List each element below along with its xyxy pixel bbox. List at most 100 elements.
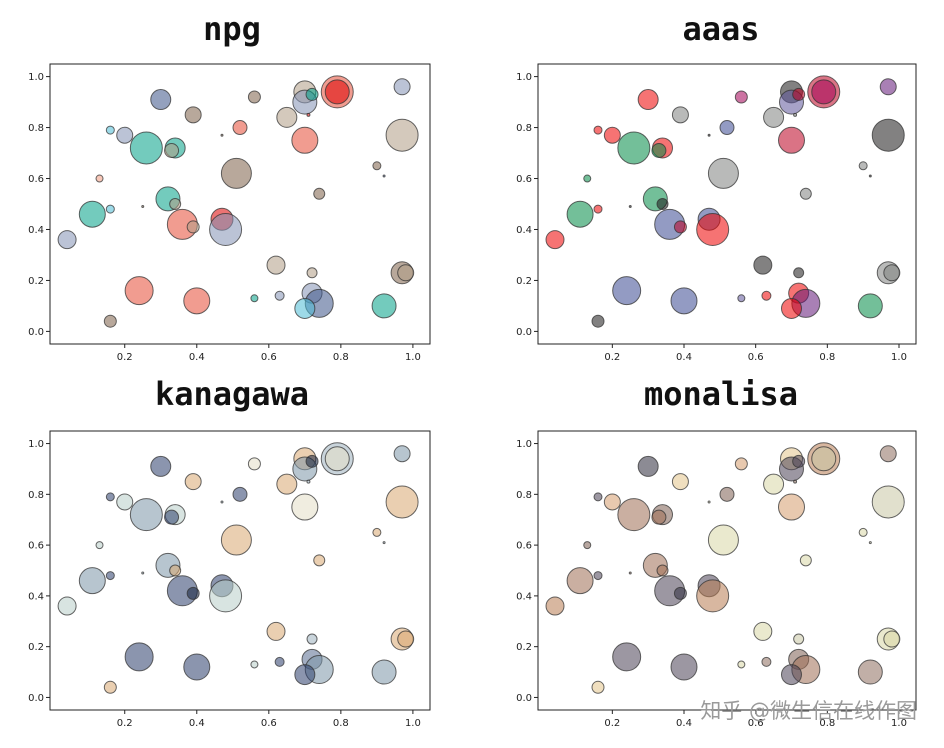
- data-point: [294, 664, 316, 686]
- y-tick-label: 1.0: [516, 439, 532, 450]
- data-point: [603, 493, 621, 511]
- data-point: [670, 653, 698, 681]
- x-tick-label: 0.2: [604, 718, 620, 729]
- data-point: [184, 473, 202, 491]
- data-point: [294, 297, 316, 319]
- data-point: [169, 564, 182, 577]
- data-point: [105, 125, 115, 135]
- data-point: [274, 290, 285, 301]
- data-point: [306, 112, 311, 117]
- y-tick-label: 1.0: [28, 439, 44, 450]
- data-point: [78, 200, 106, 228]
- data-point: [871, 118, 905, 152]
- data-point: [793, 267, 805, 279]
- y-tick-label: 0.8: [28, 123, 44, 134]
- x-tick-label: 0.6: [748, 718, 764, 729]
- data-point: [164, 509, 180, 525]
- data-point: [792, 454, 806, 468]
- data-point: [793, 479, 798, 484]
- data-point: [799, 554, 812, 567]
- data-point: [868, 174, 872, 178]
- y-tick-label: 0.8: [516, 123, 532, 134]
- x-tick-label: 0.4: [676, 718, 692, 729]
- data-point: [737, 294, 746, 303]
- data-point: [183, 653, 211, 681]
- data-point: [696, 579, 730, 613]
- data-point: [103, 680, 117, 694]
- x-tick-label: 0.4: [189, 718, 205, 729]
- data-point: [637, 455, 659, 477]
- data-point: [879, 78, 897, 96]
- axes-frame: [537, 63, 917, 345]
- data-point: [305, 454, 319, 468]
- x-tick-label: 0.6: [748, 352, 764, 363]
- data-point: [591, 680, 605, 694]
- data-point: [306, 633, 318, 645]
- y-tick-label: 0.4: [28, 225, 44, 236]
- data-point: [871, 485, 905, 519]
- data-point: [583, 541, 592, 550]
- data-point: [250, 294, 259, 303]
- data-point: [129, 498, 163, 532]
- x-tick-label: 0.8: [333, 718, 349, 729]
- data-point: [734, 457, 748, 471]
- data-point: [129, 131, 163, 165]
- data-point: [879, 445, 897, 463]
- data-point: [593, 571, 603, 581]
- data-point: [247, 457, 261, 471]
- data-point: [673, 220, 687, 234]
- data-point: [371, 293, 397, 319]
- x-tick-label: 1.0: [891, 718, 907, 729]
- axes-frame: [537, 430, 917, 711]
- data-point: [220, 500, 224, 504]
- data-point: [266, 621, 286, 641]
- data-point: [276, 473, 298, 495]
- data-point: [382, 541, 386, 545]
- y-tick-label: 0.6: [28, 541, 44, 552]
- data-point: [232, 486, 248, 502]
- y-tick-label: 0.4: [28, 591, 44, 602]
- data-point: [545, 230, 565, 250]
- data-point: [656, 198, 669, 210]
- x-tick-label: 0.4: [676, 352, 692, 363]
- data-point: [628, 571, 632, 575]
- x-tick-label: 0.8: [819, 352, 835, 363]
- y-tick-label: 0.2: [28, 642, 44, 653]
- y-tick-label: 0.6: [28, 174, 44, 185]
- chart-panel-npg: npg 0.0 0.2 0.4 0.6 0.8 1.0 0.2 0.4 0.6 0.8 1.0: [28, 10, 431, 363]
- data-point: [707, 133, 711, 137]
- data-point: [696, 212, 730, 246]
- data-point: [209, 212, 243, 246]
- chart-panel-aaas: aaas 0.0 0.2 0.4 0.6 0.8 1.0 0.2 0.4 0.6 0.8 1.0: [516, 10, 917, 363]
- x-tick-label: 1.0: [405, 718, 421, 729]
- data-point: [313, 187, 326, 200]
- data-point: [306, 267, 318, 279]
- data-point: [719, 486, 735, 502]
- data-point: [761, 656, 772, 667]
- data-point: [858, 161, 868, 171]
- data-point: [266, 255, 286, 275]
- data-point: [220, 524, 252, 556]
- data-point: [57, 230, 77, 250]
- x-tick-label: 0.8: [819, 718, 835, 729]
- y-tick-label: 0.0: [28, 693, 44, 704]
- data-point: [593, 204, 603, 214]
- data-point: [811, 79, 837, 105]
- data-point: [753, 621, 773, 641]
- data-point: [753, 255, 773, 275]
- data-point: [883, 630, 901, 648]
- data-point: [372, 527, 382, 537]
- data-point: [124, 276, 154, 306]
- chart-title: npg: [203, 10, 261, 48]
- x-tick-label: 0.4: [189, 352, 205, 363]
- y-tick-label: 0.8: [28, 490, 44, 501]
- data-point: [141, 571, 145, 575]
- data-point: [651, 142, 667, 158]
- y-tick-label: 1.0: [516, 72, 532, 83]
- data-point: [250, 660, 259, 669]
- data-point: [673, 586, 687, 600]
- data-point: [385, 118, 419, 152]
- data-point: [603, 126, 621, 144]
- data-point: [780, 297, 802, 319]
